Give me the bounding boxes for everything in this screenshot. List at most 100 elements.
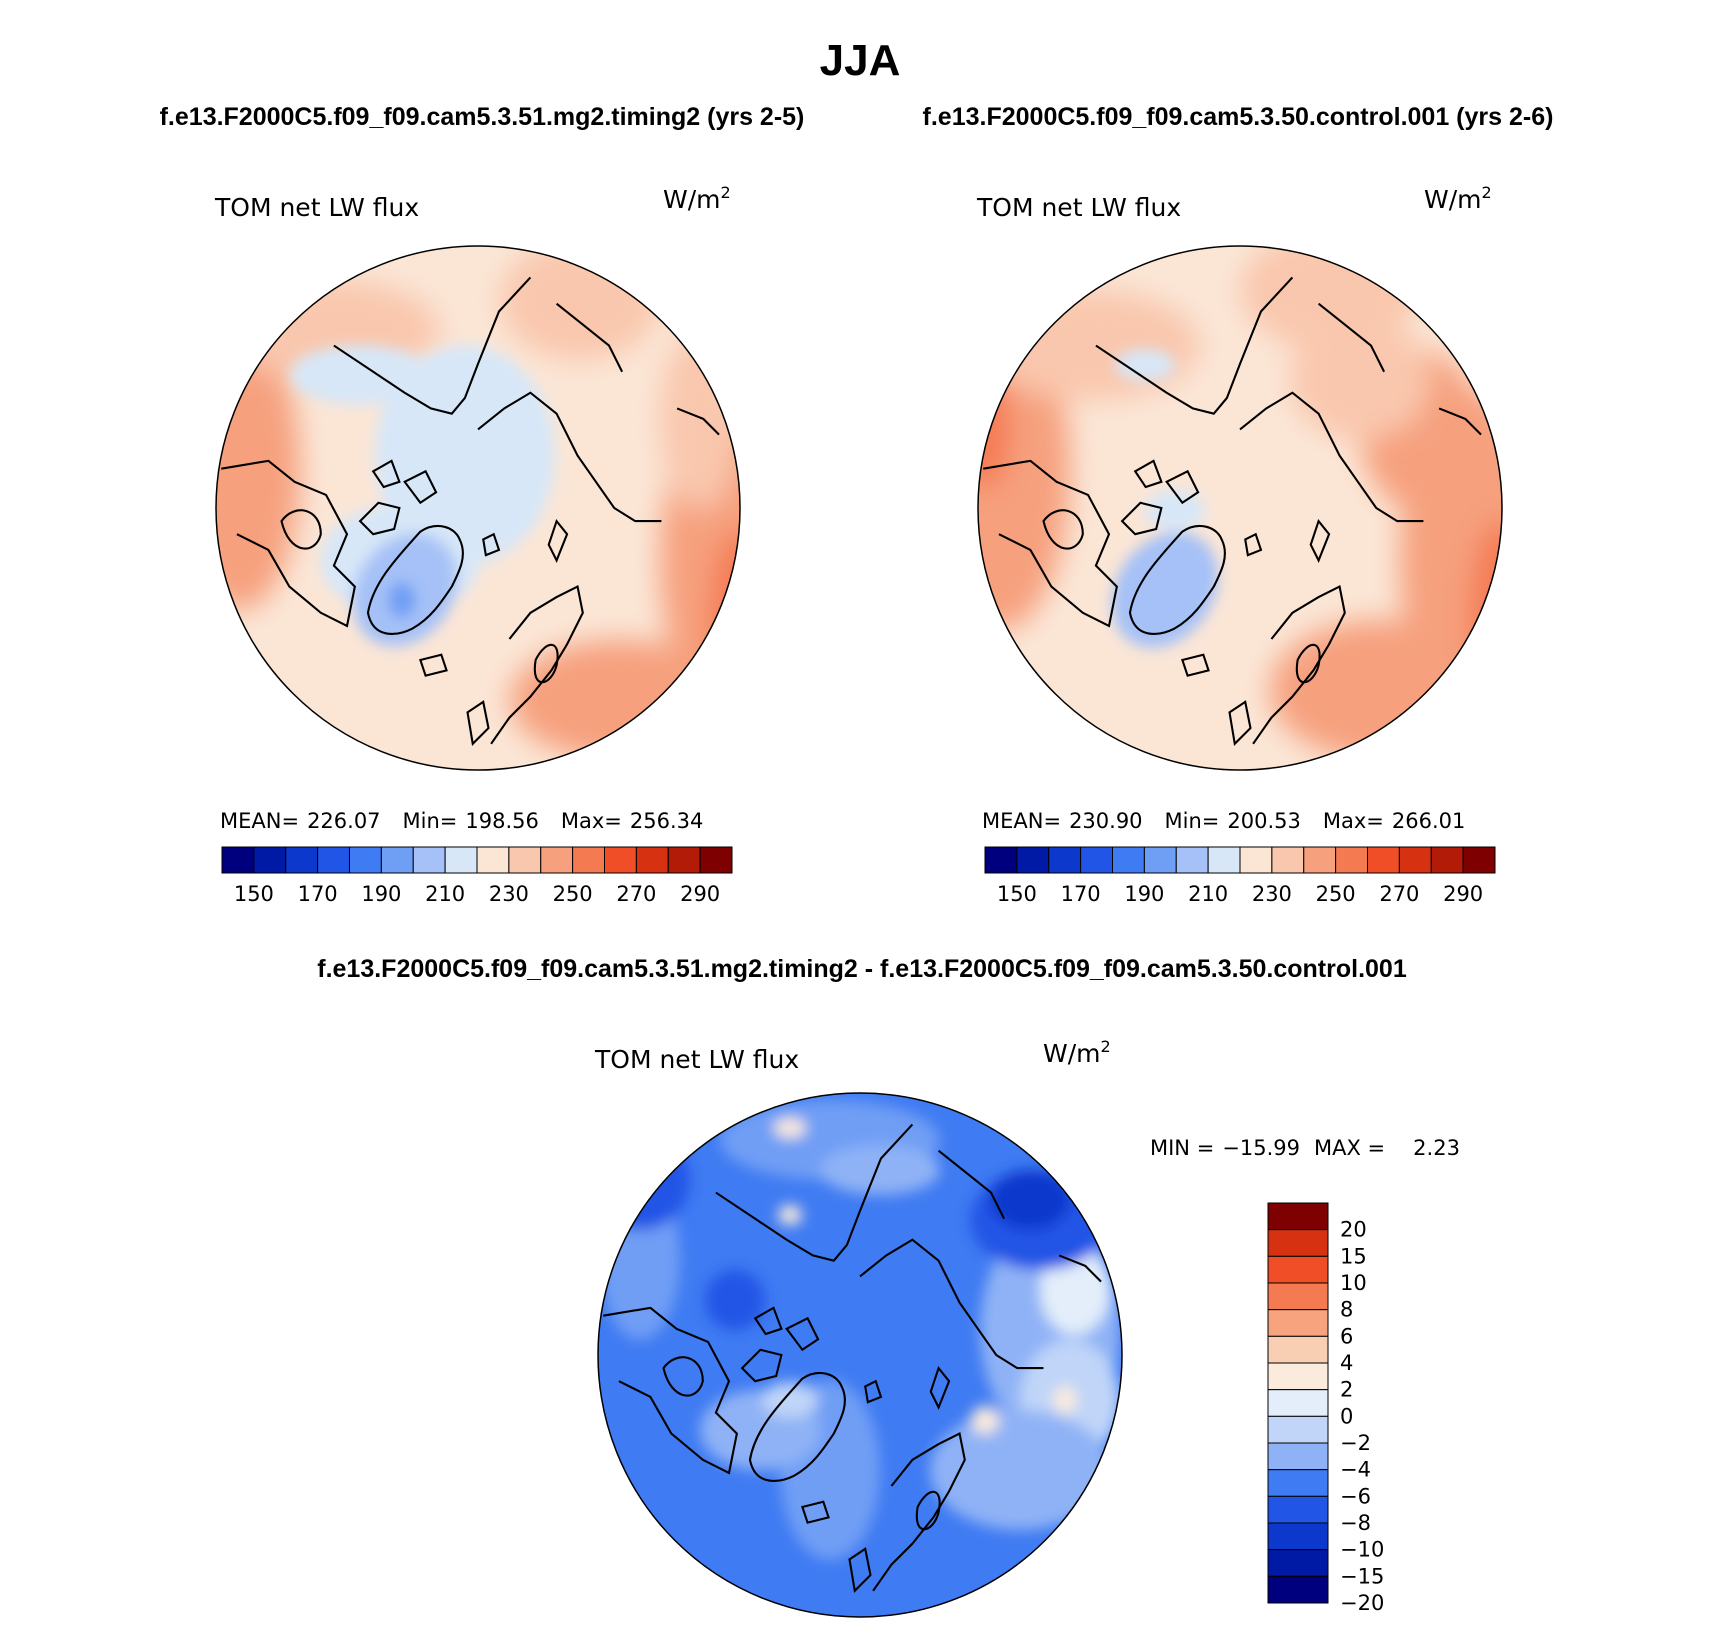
- diff-colorbar-tick-label: 2: [1340, 1378, 1353, 1402]
- diff-colorbar-swatch: [1267, 1442, 1329, 1471]
- diff-colorbar-swatch: [1267, 1202, 1329, 1231]
- diff-colorbar-tick-label: −15: [1340, 1564, 1384, 1588]
- diff-colorbar-swatch: [1267, 1282, 1329, 1311]
- diff-colorbar-tick-label: −2: [1340, 1431, 1371, 1455]
- tr-map-border: [977, 245, 1503, 771]
- tl-title: TOM net LW flux: [214, 193, 419, 222]
- top-left-case-label: f.e13.F2000C5.f09_f09.cam5.3.51.mg2.timi…: [160, 103, 805, 131]
- diff-units: W/m2: [1043, 1037, 1111, 1068]
- tl-colorbar-tick-label: 150: [234, 882, 274, 906]
- tl-colorbar-swatch: [635, 846, 669, 874]
- tl-colorbar-swatch: [444, 846, 478, 874]
- tr-colorbar-swatch: [1462, 846, 1496, 874]
- tr-units: W/m2: [1424, 183, 1492, 214]
- diff-colorbar-swatch: [1267, 1415, 1329, 1444]
- tl-colorbar-swatch: [285, 846, 319, 874]
- diff-colorbar-swatch: [1267, 1469, 1329, 1497]
- tl-colorbar-tick-label: 290: [680, 882, 720, 906]
- tr-colorbar-swatch: [1239, 846, 1273, 874]
- tr-colorbar-tick-label: 170: [1061, 882, 1101, 906]
- tl-colorbar-swatch: [476, 846, 510, 874]
- diff-minmax: MIN = −15.99 MAX = 2.23: [1150, 1136, 1460, 1160]
- tr-colorbar-tick-label: 270: [1379, 882, 1419, 906]
- tl-colorbar-tick-label: 250: [553, 882, 593, 906]
- diff-colorbar-swatch: [1267, 1229, 1329, 1257]
- diff-case-label: f.e13.F2000C5.f09_f09.cam5.3.51.mg2.timi…: [317, 955, 1407, 983]
- tr-colorbar-swatch: [1335, 846, 1368, 874]
- tr-colorbar-swatch: [1271, 846, 1305, 874]
- tr-colorbar-tick-label: 190: [1124, 882, 1164, 906]
- diff-colorbar-tick-label: −20: [1340, 1591, 1384, 1615]
- diff-colorbar-swatch: [1267, 1549, 1329, 1577]
- diff-colorbar-tick-label: 0: [1340, 1404, 1353, 1428]
- tr-colorbar-swatch: [1367, 846, 1400, 874]
- diff-colorbar-tick-label: 20: [1340, 1218, 1367, 1242]
- tl-colorbar-tick-label: 230: [489, 882, 529, 906]
- tr-colorbar-tick-label: 230: [1252, 882, 1292, 906]
- tr-colorbar-swatch: [1398, 846, 1432, 874]
- tr-colorbar-swatch: [1143, 846, 1177, 874]
- diff-colorbar-tick-label: 8: [1340, 1298, 1353, 1322]
- tr-title: TOM net LW flux: [976, 193, 1181, 222]
- tr-colorbar-swatch: [1112, 846, 1145, 874]
- diff-map: [598, 1093, 1122, 1617]
- diff-colorbar-swatch: [1267, 1255, 1329, 1284]
- panel-top-right: TOM net LW flux W/m2: [976, 183, 1503, 906]
- tl-colorbar-swatch: [508, 846, 542, 874]
- tl-colorbar-swatch: [540, 846, 574, 874]
- tr-colorbar-swatch: [1048, 846, 1082, 874]
- tr-colorbar-swatch: [1175, 846, 1209, 874]
- tl-colorbar-tick-label: 190: [361, 882, 401, 906]
- main-title: JJA: [820, 36, 901, 85]
- tr-map: [978, 246, 1502, 770]
- tl-colorbar-swatch: [221, 846, 255, 874]
- tl-colorbar-tick-label: 270: [616, 882, 656, 906]
- tl-colorbar-swatch: [380, 846, 414, 874]
- diff-colorbar-swatch: [1267, 1389, 1329, 1417]
- diff-colorbar-tick-label: 4: [1340, 1351, 1353, 1375]
- diff-colorbar-tick-label: 10: [1340, 1271, 1367, 1295]
- diff-colorbar-tick-label: 15: [1340, 1244, 1367, 1268]
- tl-colorbar-swatch: [699, 846, 733, 874]
- tr-colorbar-tick-label: 250: [1316, 882, 1356, 906]
- tl-colorbar-swatch: [253, 846, 287, 874]
- tl-colorbar-swatch: [349, 846, 382, 874]
- tl-colorbar-tick-label: 210: [425, 882, 465, 906]
- tl-colorbar-swatch: [317, 846, 350, 874]
- diff-colorbar-swatch: [1267, 1309, 1329, 1337]
- diff-colorbar-tick-label: −10: [1340, 1538, 1384, 1562]
- tr-colorbar-tick-label: 150: [997, 882, 1037, 906]
- tl-colorbar-swatch: [572, 846, 605, 874]
- diff-colorbar-swatch: [1267, 1575, 1329, 1604]
- diff-title: TOM net LW flux: [594, 1045, 799, 1074]
- diff-colorbar-tick-label: −8: [1340, 1511, 1371, 1535]
- diff-colorbar-tick-label: −6: [1340, 1484, 1371, 1508]
- diff-colorbar-swatch: [1267, 1495, 1329, 1524]
- tr-colorbar-swatch: [1016, 846, 1050, 874]
- tl-colorbar-swatch: [667, 846, 701, 874]
- tr-stats: MEAN= 230.90 Min= 200.53 Max= 266.01: [982, 809, 1465, 833]
- tl-units: W/m2: [663, 183, 731, 214]
- diff-colorbar-swatch: [1267, 1335, 1329, 1364]
- tl-colorbar-tick-label: 170: [298, 882, 338, 906]
- tl-map: [216, 246, 740, 770]
- tr-colorbar-swatch: [1430, 846, 1464, 874]
- top-right-case-label: f.e13.F2000C5.f09_f09.cam5.3.50.control.…: [923, 103, 1554, 131]
- tr-colorbar-swatch: [1207, 846, 1241, 874]
- diff-colorbar-tick-label: −4: [1340, 1458, 1371, 1482]
- diff-colorbar-swatch: [1267, 1522, 1329, 1551]
- tr-colorbar: 150 170 190 210 230 250 270 290: [984, 846, 1496, 906]
- tr-colorbar-swatch: [1303, 846, 1337, 874]
- tl-colorbar-swatch: [412, 846, 446, 874]
- tl-map-border: [215, 245, 741, 771]
- tr-colorbar-swatch: [984, 846, 1018, 874]
- tl-colorbar: 150 170 190 210 230 250 270 290: [221, 846, 733, 906]
- diff-colorbar-tick-label: 6: [1340, 1324, 1353, 1348]
- tr-colorbar-tick-label: 210: [1188, 882, 1228, 906]
- tl-stats: MEAN= 226.07 Min= 198.56 Max= 256.34: [220, 809, 703, 833]
- panel-difference: TOM net LW flux W/m2: [594, 1037, 1460, 1618]
- diff-colorbar-swatch: [1267, 1362, 1329, 1391]
- tr-colorbar-swatch: [1080, 846, 1113, 874]
